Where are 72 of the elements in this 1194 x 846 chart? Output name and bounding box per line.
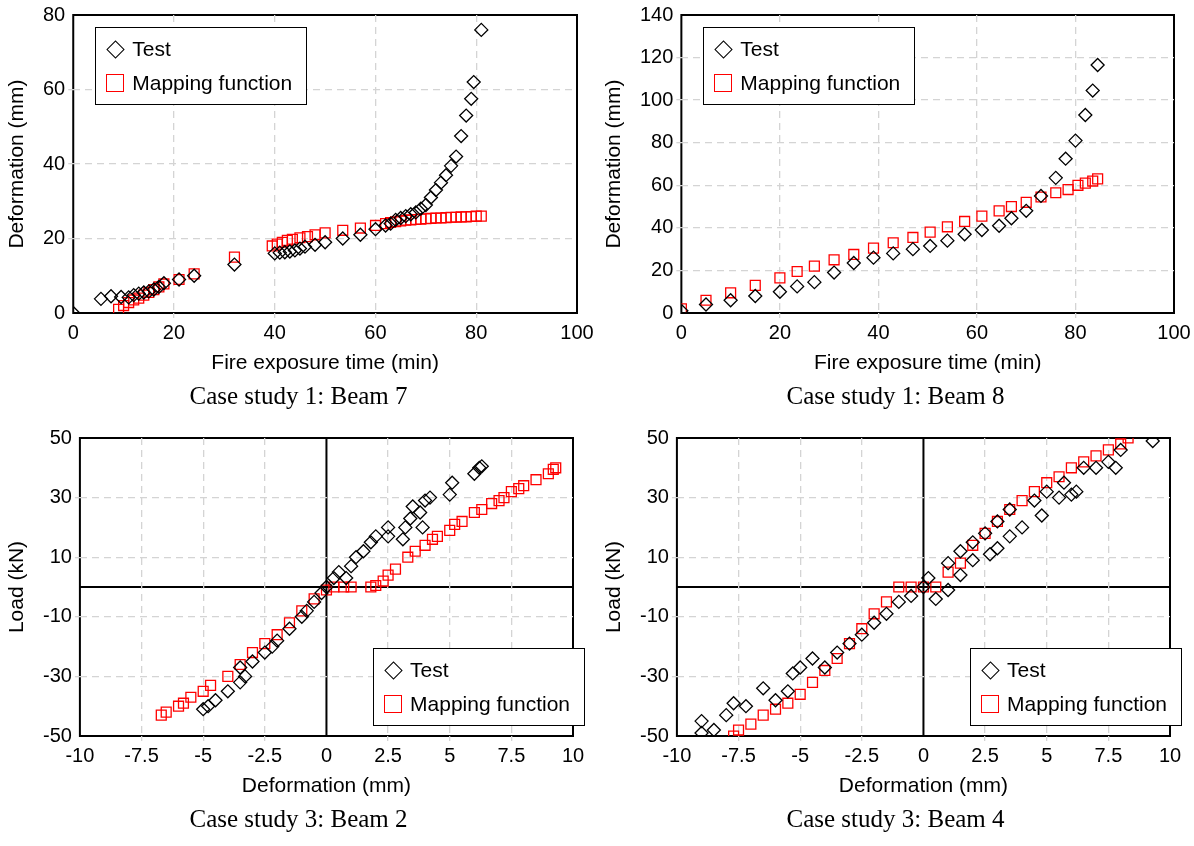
- y-tick-label: 50: [646, 425, 669, 448]
- y-tick-label: 40: [651, 215, 674, 238]
- y-tick-label: 30: [646, 485, 669, 508]
- legend-label: Mapping function: [410, 692, 570, 716]
- x-tick-label: -5: [194, 743, 213, 766]
- x-tick-label: -5: [791, 743, 810, 766]
- y-tick-label: 0: [662, 300, 674, 323]
- legend-label: Mapping function: [132, 71, 293, 95]
- legend-label: Test: [740, 37, 779, 61]
- y-tick-label: 80: [43, 2, 66, 25]
- x-axis-title: Deformation (mm): [838, 773, 1009, 797]
- x-tick-label: 0: [917, 743, 930, 766]
- x-tick-label: 20: [162, 320, 186, 343]
- x-tick-label: 100: [560, 320, 594, 343]
- legend-label: Test: [1007, 658, 1046, 682]
- x-tick-label: 5: [444, 743, 456, 766]
- y-axis-title: Deformation (mm): [601, 79, 625, 249]
- y-tick-label: -30: [43, 663, 72, 686]
- y-tick-label: -10: [43, 604, 72, 627]
- x-tick-label: 10: [1158, 743, 1182, 766]
- y-tick-label: 40: [43, 151, 66, 174]
- y-tick-label: 10: [49, 544, 72, 567]
- x-tick-label: 20: [768, 320, 792, 343]
- y-tick-label: 60: [651, 172, 674, 195]
- x-tick-label: -2.5: [844, 743, 880, 766]
- y-tick-label: 120: [639, 45, 674, 68]
- y-tick-label: 20: [43, 226, 66, 249]
- x-tick-label: 10: [561, 743, 585, 766]
- text: Case study 1: Beam 8: [785, 382, 1006, 410]
- x-tick-label: 40: [263, 320, 286, 343]
- x-tick-label: 0: [320, 743, 333, 766]
- y-axis-title: Load (kN): [601, 540, 625, 634]
- x-axis-title: Deformation (mm): [241, 773, 412, 797]
- y-tick-label: -30: [640, 663, 669, 686]
- y-tick-label: -50: [43, 723, 72, 746]
- y-tick-label: 50: [49, 425, 72, 448]
- y-tick-label: 30: [49, 485, 72, 508]
- legend-label: Test: [132, 37, 171, 61]
- x-tick-label: 60: [965, 320, 989, 343]
- y-tick-label: -50: [640, 723, 669, 746]
- x-axis-title: Fire exposure time (min): [813, 350, 1042, 374]
- x-tick-label: 2.5: [374, 743, 402, 766]
- y-tick-label: 0: [54, 300, 66, 323]
- x-tick-label: 2.5: [971, 743, 999, 766]
- y-tick-label: 100: [639, 87, 674, 110]
- y-tick-label: 20: [651, 257, 674, 280]
- text: Case study 3: Beam 2: [188, 805, 409, 833]
- y-tick-label: 80: [651, 130, 674, 153]
- text: Case study 1: Beam 7: [188, 382, 409, 410]
- y-tick-label: 140: [639, 2, 674, 25]
- x-tick-label: -7.5: [721, 743, 756, 766]
- x-tick-label: -10: [65, 743, 95, 766]
- x-tick-label: 60: [364, 320, 387, 343]
- x-tick-label: -7.5: [124, 743, 159, 766]
- x-tick-label: 80: [465, 320, 488, 343]
- y-axis-title: Deformation (mm): [4, 79, 28, 249]
- legend-label: Mapping function: [740, 71, 901, 95]
- y-tick-label: -10: [640, 604, 669, 627]
- x-tick-label: 7.5: [497, 743, 526, 766]
- x-tick-label: -2.5: [247, 743, 283, 766]
- legend-label: Mapping function: [1007, 692, 1167, 716]
- x-tick-label: 100: [1157, 320, 1191, 343]
- text: Case study 3: Beam 4: [785, 805, 1006, 833]
- y-axis-title: Load (kN): [4, 540, 28, 634]
- x-tick-label: 7.5: [1094, 743, 1123, 766]
- x-axis-title: Fire exposure time (min): [211, 350, 439, 374]
- legend-label: Test: [410, 658, 449, 682]
- y-tick-label: 60: [43, 77, 66, 100]
- y-tick-label: 10: [646, 544, 669, 567]
- x-tick-label: 5: [1041, 743, 1053, 766]
- x-tick-label: 40: [867, 320, 890, 343]
- x-tick-label: 80: [1064, 320, 1087, 343]
